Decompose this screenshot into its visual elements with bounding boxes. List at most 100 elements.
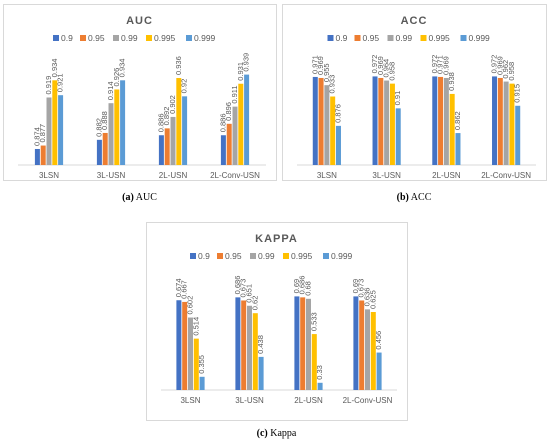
legend-label: 0.9 — [198, 251, 210, 261]
data-label: 0.92 — [180, 79, 189, 94]
bar — [312, 76, 318, 165]
data-label: 0.939 — [242, 53, 251, 72]
data-label: 0.915 — [513, 84, 522, 103]
bar — [318, 77, 324, 165]
bar — [108, 103, 114, 165]
bar — [244, 74, 250, 165]
bar — [188, 317, 193, 390]
data-label: 0.651 — [245, 284, 254, 303]
caption-text: ACC — [409, 192, 432, 203]
legend-item: 0.995 — [283, 251, 313, 261]
bar — [509, 83, 515, 165]
bar — [258, 356, 264, 390]
legend-item: 0.95 — [80, 33, 105, 43]
caption-text: Kappa — [268, 428, 297, 439]
bar — [378, 77, 384, 165]
data-label: 0.896 — [224, 102, 233, 121]
bar — [114, 89, 120, 165]
data-label: 0.964 — [382, 59, 391, 78]
category-label: 2L-Conv-USN — [343, 396, 393, 405]
legend-label: 0.95 — [88, 33, 105, 43]
data-label: 0.971 — [436, 55, 445, 74]
data-label: 0.931 — [236, 62, 245, 81]
data-label: 0.938 — [447, 72, 456, 91]
legend-item: 0.9 — [327, 33, 348, 43]
legend-item: 0.99 — [387, 33, 413, 43]
bar — [252, 313, 258, 390]
data-label: 0.972 — [490, 55, 499, 74]
data-label: 0.886 — [156, 113, 165, 132]
data-label: 0.625 — [368, 290, 377, 309]
legend-label: 0.95 — [363, 33, 380, 43]
data-label: 0.972 — [370, 55, 379, 74]
bar — [158, 135, 164, 165]
bar — [241, 300, 247, 390]
data-label: 0.533 — [309, 312, 318, 331]
chart-panel-kappa: KAPPA 0.9 0.95 0.99 0.995 0.999 0.6740.6670.60… — [146, 222, 408, 421]
data-label: 0.673 — [239, 279, 248, 298]
legend-label: 0.99 — [396, 33, 413, 43]
legend-swatch — [327, 35, 334, 41]
bar — [376, 352, 382, 390]
data-label: 0.62 — [250, 296, 259, 311]
bar — [370, 312, 376, 390]
caption-label: (b) — [397, 192, 409, 203]
bar — [306, 298, 311, 390]
category-label: 2L-USN — [432, 171, 461, 180]
bar — [34, 148, 40, 165]
legend-item: 0.995 — [146, 33, 176, 43]
bar — [389, 83, 395, 165]
bar — [300, 297, 306, 390]
bar — [317, 382, 323, 390]
legend-swatch — [283, 253, 289, 259]
bar — [238, 83, 244, 165]
legend-label: 0.999 — [331, 251, 353, 261]
bar — [492, 76, 498, 165]
bar — [182, 96, 188, 165]
legend-swatch — [146, 35, 152, 41]
data-label: 0.514 — [191, 317, 200, 336]
data-label: 0.934 — [118, 59, 127, 78]
data-label: 0.969 — [376, 56, 385, 75]
bar — [353, 296, 359, 390]
data-label: 0.874 — [32, 127, 41, 146]
chart-caption: (c) Kappa — [257, 428, 297, 439]
data-label: 0.877 — [38, 124, 47, 143]
bar — [335, 125, 341, 165]
data-label: 0.892 — [162, 107, 171, 126]
data-label: 0.933 — [328, 75, 337, 94]
bar — [395, 108, 401, 165]
data-label: 0.674 — [174, 278, 183, 297]
bar — [164, 128, 170, 165]
legend-swatch — [186, 35, 192, 41]
data-label: 0.882 — [94, 118, 103, 137]
bar — [226, 123, 232, 165]
bar — [449, 93, 455, 165]
category-label: 2L-USN — [159, 171, 188, 180]
caption-text: AUC — [134, 192, 157, 203]
legend-label: 0.995 — [291, 251, 313, 261]
bar — [182, 301, 188, 390]
legend-swatch — [217, 253, 223, 259]
data-label: 0.886 — [218, 113, 227, 132]
legend-label: 0.99 — [258, 251, 275, 261]
data-label: 0.958 — [507, 62, 516, 81]
data-label: 0.456 — [374, 331, 383, 350]
data-label: 0.919 — [44, 76, 53, 95]
bar — [102, 132, 108, 165]
legend-swatch — [323, 253, 329, 259]
legend-label: 0.9 — [61, 33, 73, 43]
bar — [176, 300, 182, 390]
bar — [330, 96, 336, 165]
bar — [176, 78, 182, 165]
bar — [220, 135, 226, 165]
chart-title: ACC — [401, 15, 428, 27]
data-label: 0.911 — [230, 85, 239, 103]
chart-caption: (b) ACC — [397, 192, 432, 203]
legend-swatch — [354, 35, 361, 41]
data-label: 0.876 — [333, 104, 342, 123]
legend-item: 0.95 — [217, 251, 242, 261]
data-label: 0.636 — [363, 288, 372, 307]
